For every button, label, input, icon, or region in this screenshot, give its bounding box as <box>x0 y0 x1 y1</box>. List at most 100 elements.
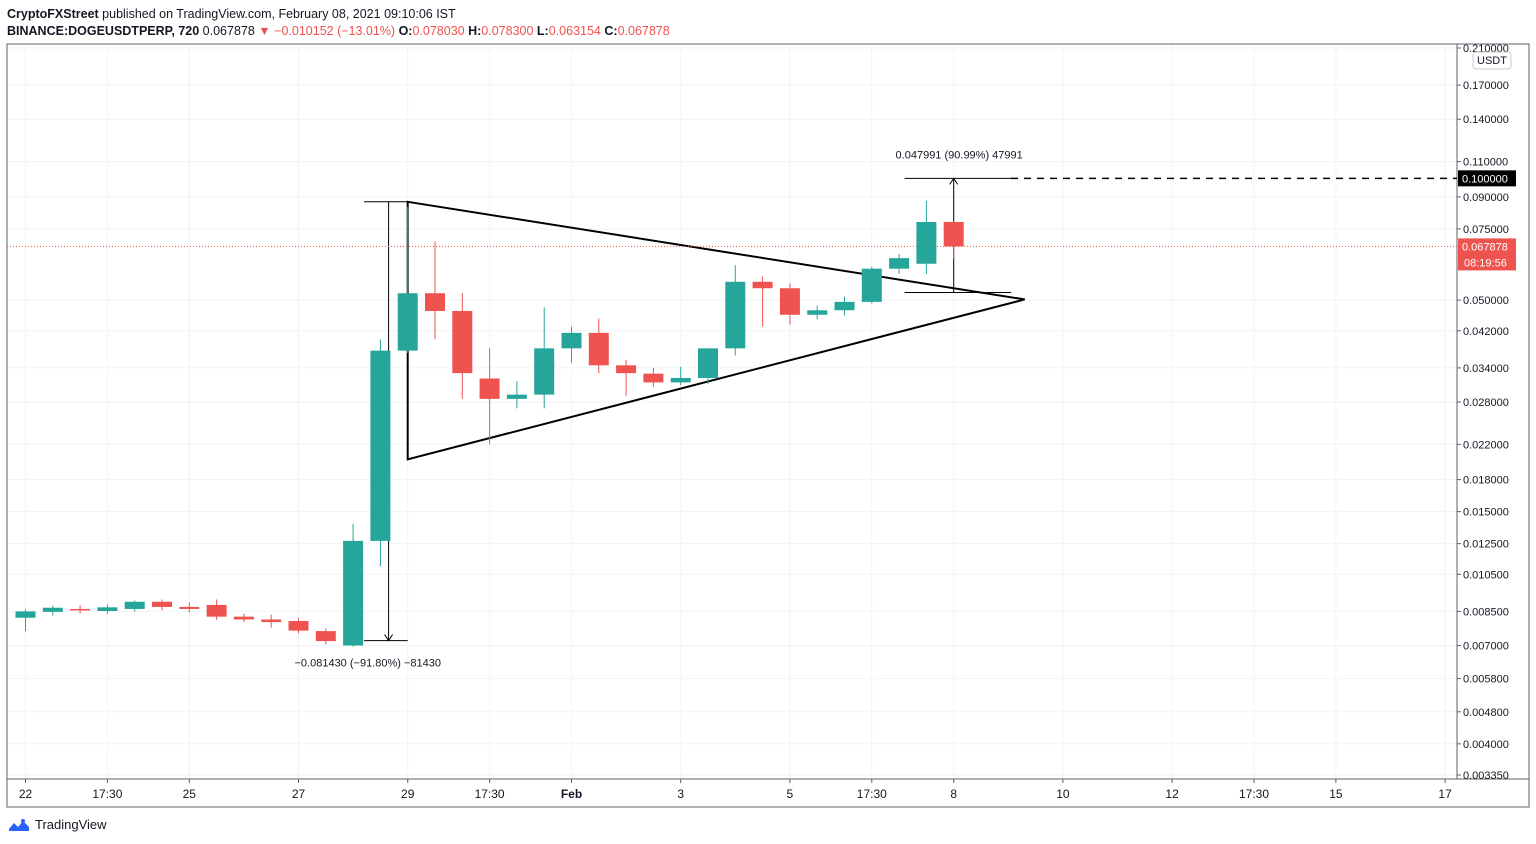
change-value: −0.010152 (−13.01%) <box>274 24 396 38</box>
time-axis[interactable]: 22 17:30 25 27 29 17:30 Feb 3 5 17:30 8 10 12 17:30 15… <box>19 779 1452 801</box>
candle <box>779 283 800 325</box>
price-axis[interactable]: 0.2100000.1700000.1400000.1100000.090000… <box>1457 43 1509 782</box>
x-tick-label: 17 <box>1438 787 1452 801</box>
y-tick-label: 0.004000 <box>1463 739 1509 751</box>
candle <box>807 305 828 320</box>
drawings-layer[interactable]: −0.081430 (−91.80%) −81430 0.047991 (90.9… <box>7 149 1457 670</box>
candle-body <box>834 301 855 311</box>
high-label: H: <box>468 24 482 38</box>
y-tick-label: 0.005800 <box>1463 674 1509 686</box>
candle-body <box>206 604 227 617</box>
candle <box>261 614 282 628</box>
candle <box>15 609 36 632</box>
candle <box>152 599 172 611</box>
candle-body <box>943 221 964 247</box>
candle <box>425 241 445 340</box>
low-value: 0.063154 <box>548 24 601 38</box>
x-tick-label: 29 <box>401 787 415 801</box>
candle-body <box>916 221 937 264</box>
candle-body <box>179 606 200 609</box>
x-tick-label: 10 <box>1056 787 1070 801</box>
candles-layer <box>15 200 964 647</box>
candle <box>534 307 555 409</box>
candle-body <box>42 607 63 612</box>
measure-up-label: 0.047991 (90.99%) 47991 <box>896 149 1023 161</box>
y-tick-label: 0.003350 <box>1463 770 1509 782</box>
candle <box>42 605 63 616</box>
candle <box>752 276 773 327</box>
y-tick-label: 0.022000 <box>1463 439 1509 451</box>
level-price-tag <box>1458 170 1516 187</box>
candle-body <box>561 332 582 349</box>
measure-down-label: −0.081430 (−91.80%) −81430 <box>295 658 442 670</box>
countdown-text: 08:19:56 <box>1464 257 1507 269</box>
high-value: 0.078300 <box>481 24 534 38</box>
candle-body <box>889 258 910 269</box>
candle-body <box>288 620 309 631</box>
y-tick-label: 0.140000 <box>1463 114 1509 126</box>
y-tick-label: 0.028000 <box>1463 397 1509 409</box>
y-tick-label: 0.007000 <box>1463 641 1509 653</box>
x-tick-label: Feb <box>561 787 582 801</box>
publisher-name[interactable]: CryptoFXStreet <box>7 7 99 21</box>
tradingview-logo-icon <box>9 818 29 831</box>
currency-label: USDT <box>1477 55 1507 67</box>
x-tick-label: 17:30 <box>92 787 122 801</box>
candle <box>179 602 200 613</box>
candle <box>506 381 527 409</box>
candle <box>397 206 418 354</box>
chart-grid <box>7 44 1457 779</box>
candle-body <box>670 377 691 383</box>
change-arrow-icon: ▼ <box>258 24 271 38</box>
y-tick-label: 0.050000 <box>1463 295 1509 307</box>
candle <box>616 359 637 396</box>
candle-body <box>70 608 91 611</box>
chart-header: CryptoFXStreet published on TradingView.… <box>7 6 670 40</box>
x-tick-label: 5 <box>787 787 794 801</box>
candle-body <box>807 310 828 315</box>
y-tick-label: 0.012500 <box>1463 539 1509 551</box>
y-tick-label: 0.008500 <box>1463 606 1509 618</box>
candle <box>561 326 582 363</box>
close-value: 0.067878 <box>617 24 670 38</box>
candle <box>206 599 227 620</box>
x-tick-label: 27 <box>292 787 306 801</box>
candle-body <box>15 611 36 618</box>
candle-body <box>397 293 418 351</box>
published-text: published on TradingView.com, February 0… <box>102 7 456 21</box>
low-label: L: <box>536 24 549 38</box>
y-tick-label: 0.110000 <box>1463 157 1508 169</box>
candle-body <box>124 601 145 609</box>
candle <box>943 221 964 260</box>
candle <box>698 348 718 385</box>
y-tick-label: 0.075000 <box>1463 224 1509 236</box>
currency-badge[interactable] <box>1472 51 1512 70</box>
x-tick-label: 8 <box>950 787 957 801</box>
candle-body <box>261 619 282 623</box>
candle <box>452 293 473 399</box>
y-tick-label: 0.170000 <box>1463 80 1509 92</box>
candle <box>889 254 910 275</box>
candle <box>124 600 145 612</box>
candle <box>70 605 91 614</box>
last-price-tag <box>1458 238 1516 271</box>
candle-body <box>97 607 118 612</box>
price-labels: 0.100000 0.067878 08:19:56 USDT <box>1458 51 1516 271</box>
candle <box>97 604 118 614</box>
open-value: 0.078030 <box>412 24 465 38</box>
arrow-down-icon <box>384 634 394 642</box>
x-tick-label: 17:30 <box>1239 787 1269 801</box>
candle-body <box>315 631 336 642</box>
tradingview-footer[interactable]: TradingView <box>8 817 107 832</box>
x-tick-label: 17:30 <box>475 787 505 801</box>
candle <box>370 339 391 567</box>
chart-frame <box>6 43 1530 808</box>
candle-body <box>343 540 364 646</box>
candle <box>670 366 691 386</box>
last-price: 0.067878 <box>202 24 255 38</box>
y-tick-label: 0.010500 <box>1463 569 1509 581</box>
candle <box>288 617 309 634</box>
candle-body <box>643 373 664 383</box>
tradingview-brand: TradingView <box>35 817 107 832</box>
